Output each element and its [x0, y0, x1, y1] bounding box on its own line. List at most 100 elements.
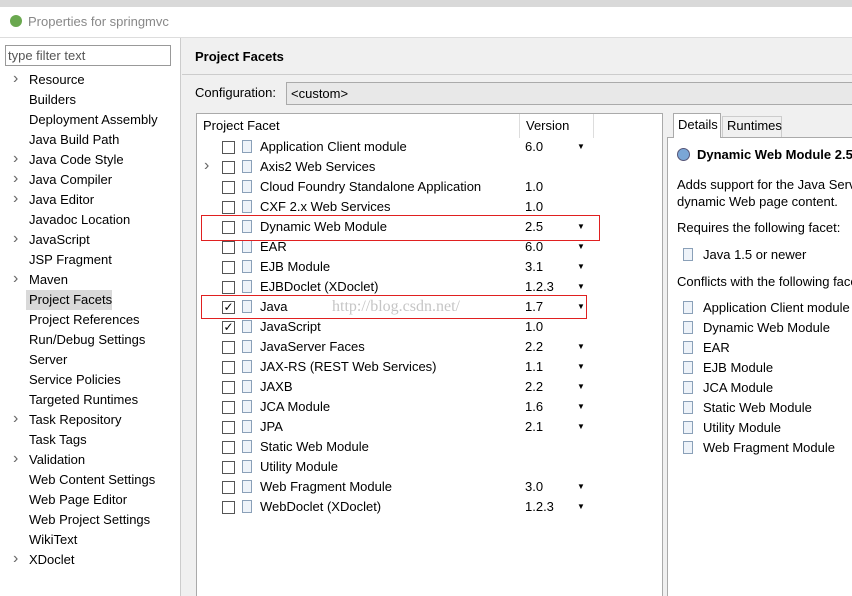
facet-version[interactable]: 2.2: [525, 379, 544, 394]
checkbox[interactable]: [222, 341, 235, 354]
tree-item[interactable]: Service Policies: [29, 372, 121, 387]
checkbox[interactable]: [222, 221, 235, 234]
version-dropdown[interactable]: ▼: [577, 382, 585, 391]
facet-name[interactable]: WebDoclet (XDoclet): [260, 499, 382, 514]
expand-arrow[interactable]: ›: [13, 70, 19, 87]
checkbox[interactable]: [222, 481, 235, 494]
checkbox[interactable]: [222, 201, 235, 214]
checkbox[interactable]: [222, 441, 235, 454]
tree-item[interactable]: Maven: [29, 272, 69, 287]
tab[interactable]: [673, 113, 721, 138]
expand-arrow[interactable]: ›: [13, 550, 19, 567]
checkbox[interactable]: [222, 381, 235, 394]
column-header[interactable]: Project Facet: [203, 118, 280, 133]
expand-arrow[interactable]: ›: [13, 170, 19, 187]
facet-version[interactable]: 1.6: [525, 399, 544, 414]
version-dropdown[interactable]: ▼: [577, 282, 585, 291]
expand-arrow[interactable]: ›: [13, 410, 19, 427]
tree-item[interactable]: Server: [29, 352, 68, 367]
facet-name[interactable]: Utility Module: [260, 459, 339, 474]
checkbox[interactable]: [222, 141, 235, 154]
facet-version[interactable]: 6.0: [525, 139, 544, 154]
version-dropdown[interactable]: ▼: [577, 302, 585, 311]
facet-version[interactable]: 1.0: [525, 319, 544, 334]
tree-item[interactable]: Builders: [29, 92, 76, 107]
tree-item[interactable]: Project Facets: [29, 292, 113, 307]
tree-item[interactable]: Web Content Settings: [29, 472, 156, 487]
facet-name[interactable]: Static Web Module: [260, 439, 369, 454]
tree-item[interactable]: Run/Debug Settings: [29, 332, 146, 347]
checkbox[interactable]: [222, 181, 235, 194]
version-dropdown[interactable]: ▼: [577, 222, 585, 231]
facet-version[interactable]: 2.5: [525, 219, 544, 234]
facet-version[interactable]: 3.0: [525, 479, 544, 494]
version-dropdown[interactable]: ▼: [577, 362, 585, 371]
checkbox[interactable]: [222, 361, 235, 374]
expand-arrow[interactable]: ›: [13, 450, 19, 467]
tree-item[interactable]: XDoclet: [29, 552, 75, 567]
version-dropdown[interactable]: ▼: [577, 142, 585, 151]
facet-name[interactable]: JavaScript: [260, 319, 321, 334]
facet-version[interactable]: 2.1: [525, 419, 544, 434]
tree-item[interactable]: JSP Fragment: [29, 252, 112, 267]
checkbox[interactable]: [222, 261, 235, 274]
tree-item[interactable]: WikiText: [29, 532, 78, 547]
configuration-combo[interactable]: [286, 82, 852, 105]
facet-name[interactable]: Axis2 Web Services: [260, 159, 376, 174]
facet-name[interactable]: Cloud Foundry Standalone Application: [260, 179, 482, 194]
version-dropdown[interactable]: ▼: [577, 342, 585, 351]
expand-arrow[interactable]: ›: [13, 270, 19, 287]
checkbox[interactable]: [222, 241, 235, 254]
expand-arrow[interactable]: ›: [204, 157, 210, 174]
facet-name[interactable]: JavaServer Faces: [260, 339, 365, 354]
facet-name[interactable]: EAR: [260, 239, 287, 254]
facet-name[interactable]: Web Fragment Module: [260, 479, 392, 494]
checkbox[interactable]: [222, 401, 235, 414]
checkbox[interactable]: [222, 501, 235, 514]
facet-version[interactable]: 1.1: [525, 359, 544, 374]
checkbox[interactable]: [222, 161, 235, 174]
tab-label[interactable]: Runtimes: [727, 118, 782, 133]
tree-item[interactable]: Java Code Style: [29, 152, 124, 167]
tree-item[interactable]: Targeted Runtimes: [29, 392, 139, 407]
checkbox[interactable]: ✓: [222, 320, 235, 334]
expand-arrow[interactable]: ›: [13, 150, 19, 167]
checkbox[interactable]: [222, 281, 235, 294]
checkbox[interactable]: [222, 461, 235, 474]
facet-name[interactable]: Application Client module: [260, 139, 407, 154]
tree-item[interactable]: Task Repository: [29, 412, 122, 427]
tree-item[interactable]: Java Build Path: [29, 132, 120, 147]
version-dropdown[interactable]: ▼: [577, 502, 585, 511]
version-dropdown[interactable]: ▼: [577, 262, 585, 271]
tree-item[interactable]: Web Project Settings: [29, 512, 151, 527]
version-dropdown[interactable]: ▼: [577, 422, 585, 431]
checkbox[interactable]: [222, 421, 235, 434]
facet-version[interactable]: 6.0: [525, 239, 544, 254]
filter-input[interactable]: [5, 45, 171, 66]
facet-version[interactable]: 1.0: [525, 179, 544, 194]
facet-version[interactable]: 1.7: [525, 299, 544, 314]
facet-version[interactable]: 3.1: [525, 259, 544, 274]
tree-item[interactable]: Resource: [29, 72, 85, 87]
tree-item[interactable]: Javadoc Location: [29, 212, 131, 227]
tree-item[interactable]: Validation: [29, 452, 86, 467]
facet-version[interactable]: 2.2: [525, 339, 544, 354]
facet-name[interactable]: EJB Module: [260, 259, 331, 274]
facet-version[interactable]: 1.0: [525, 199, 544, 214]
version-dropdown[interactable]: ▼: [577, 482, 585, 491]
expand-arrow[interactable]: ›: [13, 230, 19, 247]
facet-version[interactable]: 1.2.3: [525, 499, 554, 514]
column-header[interactable]: Version: [526, 118, 570, 133]
facet-name[interactable]: Dynamic Web Module: [260, 219, 387, 234]
facet-name[interactable]: JCA Module: [260, 399, 331, 414]
tab-label[interactable]: Details: [678, 117, 718, 132]
tree-item[interactable]: Deployment Assembly: [29, 112, 158, 127]
facet-name[interactable]: EJBDoclet (XDoclet): [260, 279, 379, 294]
tree-item[interactable]: JavaScript: [29, 232, 90, 247]
tree-item[interactable]: Project References: [29, 312, 140, 327]
checkbox[interactable]: ✓: [222, 300, 235, 314]
facet-name[interactable]: Java: [260, 299, 288, 314]
tree-item[interactable]: Java Compiler: [29, 172, 113, 187]
facet-version[interactable]: 1.2.3: [525, 279, 554, 294]
tree-item[interactable]: Task Tags: [29, 432, 87, 447]
